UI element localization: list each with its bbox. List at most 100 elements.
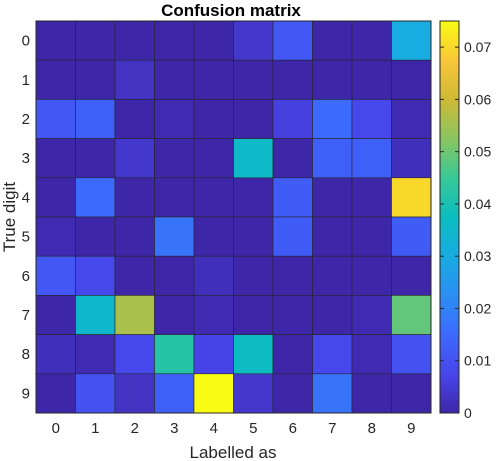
heatmap-cell-7-9 <box>391 295 432 335</box>
heatmap-cell-8-3 <box>154 334 195 375</box>
heatmap-cell-0-5 <box>233 20 274 61</box>
y-tick-label: 7 <box>22 307 30 324</box>
heatmap-cell-1-7 <box>312 59 353 100</box>
heatmap-cell-5-9 <box>391 216 432 257</box>
heatmap-cell-9-3 <box>154 373 195 414</box>
x-tick-label: 9 <box>407 420 415 437</box>
colorbar-tick-label: 0.01 <box>464 353 491 369</box>
heatmap-cell-1-1 <box>75 59 116 100</box>
heatmap-cell-4-9 <box>391 177 432 218</box>
heatmap-cell-5-6 <box>272 216 313 257</box>
heatmap-cell-3-5 <box>233 138 274 179</box>
heatmap-cell-4-7 <box>312 177 353 218</box>
heatmap-cell-6-9 <box>391 255 432 296</box>
heatmap-cell-8-7 <box>312 334 353 375</box>
heatmap-cell-4-4 <box>193 177 234 218</box>
colorbar-tick-label: 0.04 <box>464 196 491 212</box>
heatmap-cell-5-7 <box>312 216 353 257</box>
colorbar-tick-label: 0.06 <box>464 91 491 107</box>
heatmap-cell-0-4 <box>193 20 234 61</box>
heatmap-cell-9-5 <box>233 373 274 414</box>
heatmap-cell-5-3 <box>154 216 195 257</box>
colorbar <box>439 20 460 414</box>
heatmap-cell-0-7 <box>312 20 353 61</box>
x-tick-label: 8 <box>368 420 376 437</box>
heatmap-cell-9-4 <box>193 373 234 414</box>
heatmap-cell-4-8 <box>351 177 392 218</box>
heatmap-cell-2-5 <box>233 99 274 139</box>
colorbar-tick-label: 0.03 <box>464 248 491 264</box>
y-tick-label: 5 <box>22 229 30 246</box>
heatmap-cell-3-9 <box>391 138 432 179</box>
heatmap-cell-0-8 <box>351 20 392 61</box>
heatmap-cell-0-1 <box>75 20 116 61</box>
heatmap-cell-9-8 <box>351 373 392 414</box>
heatmap-cell-7-8 <box>351 295 392 335</box>
x-tick-label: 2 <box>131 420 139 437</box>
heatmap-cell-5-8 <box>351 216 392 257</box>
heatmap-cell-8-4 <box>193 334 234 375</box>
heatmap-cell-8-2 <box>114 334 155 375</box>
colorbar-tick-label: 0 <box>464 405 472 421</box>
heatmap-cell-7-7 <box>312 295 353 335</box>
heatmap-cell-5-0 <box>35 216 76 257</box>
heatmap-cell-9-2 <box>114 373 155 414</box>
heatmap-cell-2-7 <box>312 99 353 139</box>
heatmap-cell-8-6 <box>272 334 313 375</box>
heatmap-cell-2-9 <box>391 99 432 139</box>
heatmap-cell-6-5 <box>233 255 274 296</box>
heatmap-cell-5-4 <box>193 216 234 257</box>
x-tick-label: 6 <box>289 420 297 437</box>
heatmap-cell-8-5 <box>233 334 274 375</box>
heatmap-cells <box>35 20 432 414</box>
heatmap-cell-5-1 <box>75 216 116 257</box>
heatmap-cell-6-0 <box>35 255 76 296</box>
heatmap-cell-1-9 <box>391 59 432 100</box>
heatmap-cell-7-0 <box>35 295 76 335</box>
heatmap-cell-1-3 <box>154 59 195 100</box>
heatmap-cell-7-2 <box>114 295 155 335</box>
heatmap-cell-6-7 <box>312 255 353 296</box>
y-tick-label: 6 <box>22 268 30 285</box>
heatmap-cell-2-6 <box>272 99 313 139</box>
heatmap-cell-5-5 <box>233 216 274 257</box>
heatmap-cell-4-0 <box>35 177 76 218</box>
heatmap-cell-4-1 <box>75 177 116 218</box>
heatmap-cell-0-0 <box>35 20 76 61</box>
heatmap-cell-0-2 <box>114 20 155 61</box>
heatmap-cell-3-4 <box>193 138 234 179</box>
heatmap-cell-2-8 <box>351 99 392 139</box>
heatmap-cell-7-6 <box>272 295 313 335</box>
y-tick-label: 8 <box>22 346 30 363</box>
heatmap-cell-8-0 <box>35 334 76 375</box>
heatmap-cell-4-6 <box>272 177 313 218</box>
heatmap-cell-7-4 <box>193 295 234 335</box>
heatmap-cell-3-2 <box>114 138 155 179</box>
y-axis-label: True digit <box>0 182 19 253</box>
heatmap-cell-7-5 <box>233 295 274 335</box>
heatmap-cell-7-1 <box>75 295 116 335</box>
x-tick-label: 5 <box>249 420 257 437</box>
heatmap-cell-6-1 <box>75 255 116 296</box>
heatmap-cell-9-0 <box>35 373 76 414</box>
heatmap-cell-2-3 <box>154 99 195 139</box>
heatmap-cell-4-5 <box>233 177 274 218</box>
heatmap-cell-6-4 <box>193 255 234 296</box>
heatmap-cell-0-6 <box>272 20 313 61</box>
colorbar-tick-label: 0.07 <box>464 39 491 55</box>
heatmap-cell-4-2 <box>114 177 155 218</box>
heatmap-cell-1-4 <box>193 59 234 100</box>
heatmap-cell-0-3 <box>154 20 195 61</box>
heatmap-cell-3-7 <box>312 138 353 179</box>
heatmap-cell-9-9 <box>391 373 432 414</box>
plot-frame <box>35 20 432 414</box>
heatmap-cell-9-1 <box>75 373 116 414</box>
chart-title: Confusion matrix <box>161 1 301 20</box>
heatmap-cell-2-0 <box>35 99 76 139</box>
heatmap-cell-0-9 <box>391 20 432 61</box>
y-tick-label: 1 <box>22 72 30 89</box>
heatmap-cell-9-6 <box>272 373 313 414</box>
heatmap-cell-8-1 <box>75 334 116 375</box>
y-tick-label: 4 <box>22 189 30 206</box>
